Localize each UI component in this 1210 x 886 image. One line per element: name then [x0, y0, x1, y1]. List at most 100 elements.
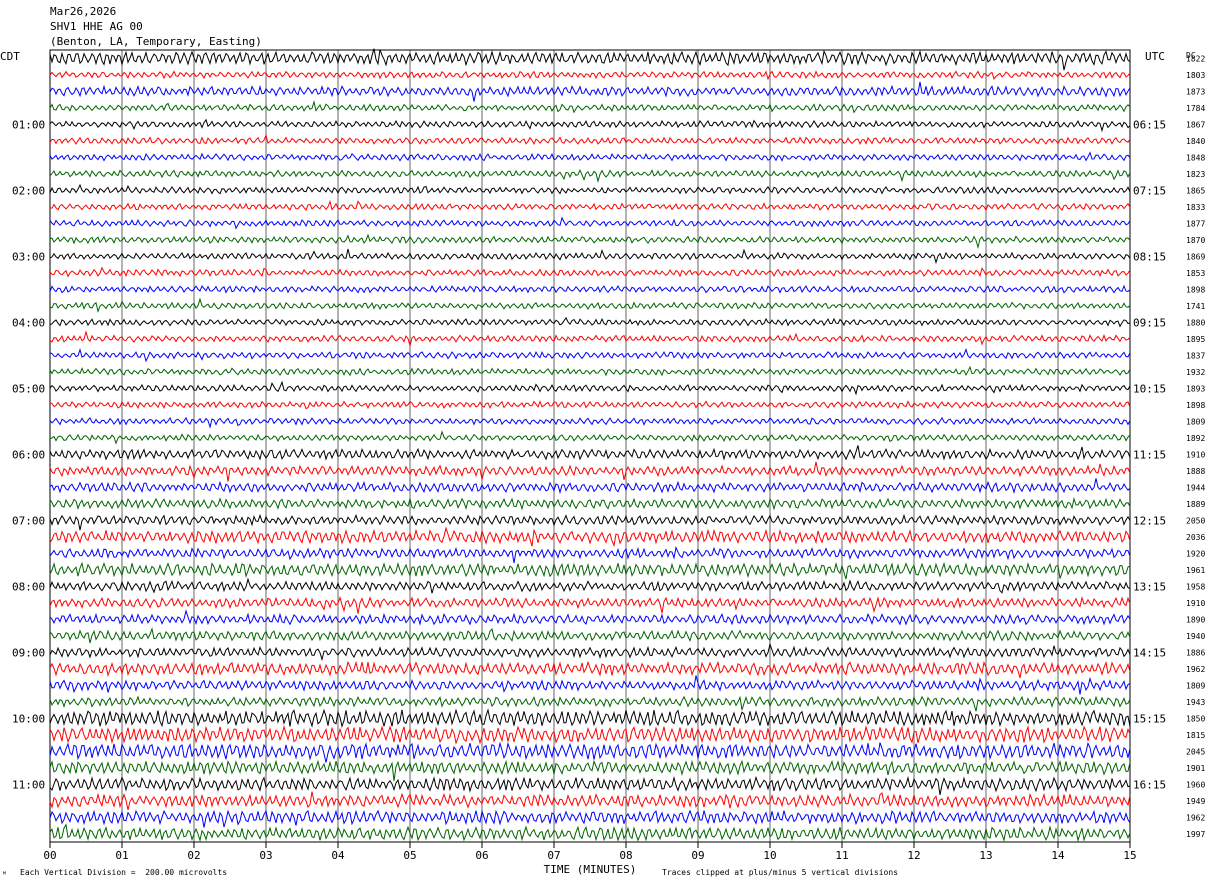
dc-value-label: 2036	[1186, 533, 1205, 542]
cdt-hour-label: 06:00	[12, 448, 45, 461]
trace-row	[49, 416, 1131, 429]
x-tick-label: 01	[115, 849, 128, 862]
utc-hour-label: 10:15	[1133, 382, 1166, 395]
dc-value-label: 1837	[1186, 351, 1205, 360]
utc-label: UTC	[1145, 50, 1165, 63]
corner-mark: ᴹ	[2, 870, 7, 879]
dc-value-label: 1898	[1186, 285, 1205, 294]
trace-row	[49, 216, 1131, 230]
dc-value-label: 2050	[1186, 516, 1205, 525]
trace-row	[49, 400, 1131, 410]
clip-note: Traces clipped at plus/minus 5 vertical …	[662, 868, 899, 877]
x-axis-label: TIME (MINUTES)	[544, 863, 637, 876]
trace-row	[49, 577, 1131, 594]
dc-value-label: 1960	[1186, 780, 1205, 789]
dc-value-label: 1873	[1186, 87, 1205, 96]
dc-value-label: 1869	[1186, 252, 1205, 261]
x-tick-label: 11	[835, 849, 848, 862]
cdt-hour-label: 11:00	[12, 778, 45, 791]
header-date: Mar26,2026	[50, 5, 117, 18]
dc-value-label: 1940	[1186, 632, 1205, 641]
x-tick-label: 02	[187, 849, 200, 862]
dc-label: DC	[1186, 51, 1196, 60]
dc-value-label: 1784	[1186, 104, 1205, 113]
dc-value-label: 1880	[1186, 318, 1205, 327]
utc-hour-label: 08:15	[1133, 250, 1166, 263]
trace-row	[49, 708, 1131, 728]
dc-value-label: 1848	[1186, 153, 1205, 162]
trace-row	[49, 233, 1131, 250]
dc-value-label: 1840	[1186, 137, 1205, 146]
trace-row	[49, 642, 1131, 662]
trace-row	[49, 775, 1131, 795]
dc-value-label: 1809	[1186, 681, 1205, 690]
dc-value-label: 1958	[1186, 582, 1205, 591]
trace-row	[49, 461, 1131, 482]
cdt-label: CDT	[0, 50, 20, 63]
trace-row	[49, 365, 1131, 377]
utc-hour-label: 15:15	[1133, 712, 1166, 725]
header-location: (Benton, LA, Temporary, Easting)	[50, 35, 262, 48]
x-tick-label: 10	[763, 849, 776, 862]
x-tick-label: 04	[331, 849, 345, 862]
cdt-hour-label: 04:00	[12, 316, 45, 329]
dc-value-label: 1962	[1186, 813, 1205, 822]
cdt-hour-label: 02:00	[12, 184, 45, 197]
dc-value-label: 2045	[1186, 747, 1205, 756]
trace-row	[49, 347, 1131, 363]
trace-row	[49, 118, 1131, 133]
dc-value-label: 1910	[1186, 599, 1205, 608]
dc-value-label: 1850	[1186, 714, 1205, 723]
utc-hour-label: 09:15	[1133, 316, 1166, 329]
trace-row	[49, 183, 1131, 195]
utc-hour-label: 11:15	[1133, 448, 1166, 461]
dc-value-label: 1943	[1186, 698, 1205, 707]
trace-row	[49, 741, 1131, 763]
trace-row	[49, 561, 1131, 580]
dc-value-label: 1962	[1186, 665, 1205, 674]
x-tick-label: 08	[619, 849, 632, 862]
trace-row	[49, 809, 1131, 828]
trace-row	[49, 199, 1131, 212]
utc-hour-label: 07:15	[1133, 184, 1166, 197]
x-tick-label: 14	[1051, 849, 1065, 862]
dc-value-label: 1853	[1186, 269, 1205, 278]
dc-value-label: 1893	[1186, 384, 1205, 393]
trace-row	[49, 248, 1131, 265]
trace-row	[49, 823, 1131, 843]
x-tick-label: 05	[403, 849, 416, 862]
x-tick-label: 12	[907, 849, 920, 862]
trace-row	[49, 695, 1131, 712]
plot-frame	[49, 49, 1131, 843]
trace-row	[49, 133, 1131, 146]
dc-value-label: 1961	[1186, 566, 1205, 575]
dc-value-label: 1920	[1186, 549, 1205, 558]
x-tick-label: 07	[547, 849, 560, 862]
trace-row	[49, 316, 1131, 328]
trace-row	[49, 660, 1131, 679]
trace-row	[49, 445, 1131, 461]
utc-hour-label: 13:15	[1133, 580, 1166, 593]
utc-hour-label: 14:15	[1133, 646, 1166, 659]
dc-value-label: 1910	[1186, 450, 1205, 459]
x-tick-label: 06	[475, 849, 488, 862]
cdt-hour-label: 08:00	[12, 580, 45, 593]
trace-row	[49, 151, 1131, 162]
dc-value-label: 1949	[1186, 797, 1205, 806]
trace-row	[49, 791, 1131, 811]
trace-row	[49, 284, 1131, 294]
trace-row	[49, 99, 1131, 114]
trace-row	[49, 759, 1131, 781]
dc-value-label: 1895	[1186, 335, 1205, 344]
utc-hour-label: 12:15	[1133, 514, 1166, 527]
cdt-hour-label: 09:00	[12, 646, 45, 659]
dc-value-label: 1809	[1186, 417, 1205, 426]
dc-value-label: 1803	[1186, 71, 1205, 80]
x-tick-label: 09	[691, 849, 704, 862]
trace-row	[49, 609, 1131, 626]
dc-value-label: 1865	[1186, 186, 1205, 195]
dc-value-label: 1833	[1186, 203, 1205, 212]
x-tick-label: 13	[979, 849, 992, 862]
trace-row	[49, 380, 1131, 396]
